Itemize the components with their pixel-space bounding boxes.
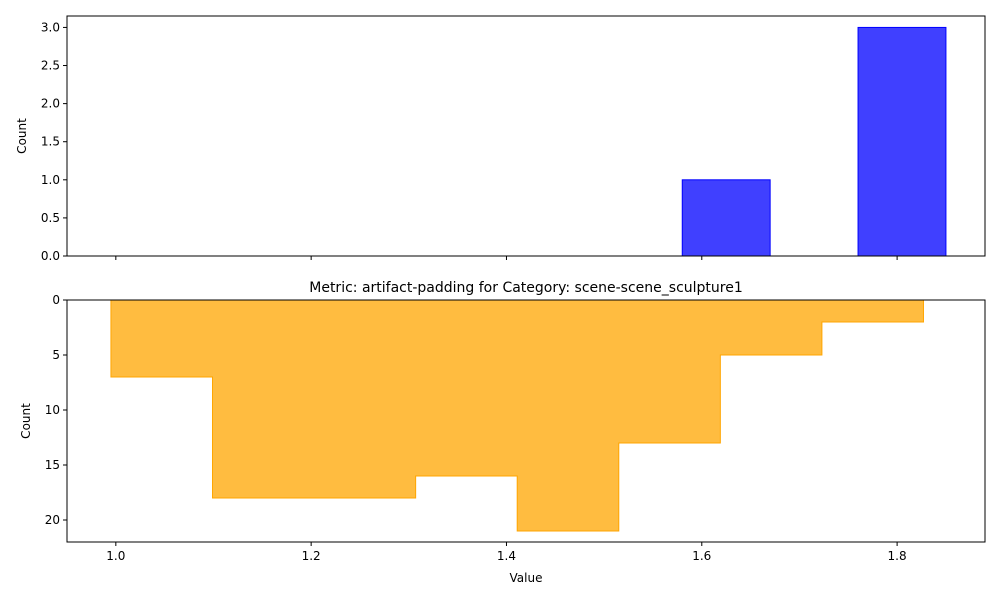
y-tick-label: 3.0	[41, 20, 60, 34]
x-tick-label: 1.2	[302, 549, 321, 563]
y-tick-label: 1.5	[41, 135, 60, 149]
x-tick-label: 1.8	[888, 549, 907, 563]
y-tick-label: 2.0	[41, 97, 60, 111]
bottom-x-axis-label: Value	[510, 571, 543, 585]
y-tick-label: 0	[52, 293, 60, 307]
histogram-bar	[681, 179, 771, 257]
bottom-x-axis-ticks: 1.0 1.2 1.4 1.6 1.8	[106, 542, 907, 563]
top-y-axis-ticks: 0.0 0.5 1.0 1.5 2.0 2.5 3.0	[41, 20, 67, 263]
y-tick-label: 15	[45, 458, 60, 472]
y-tick-label: 0.0	[41, 249, 60, 263]
histogram-bar	[857, 26, 947, 257]
x-tick-label: 1.4	[497, 549, 516, 563]
bottom-y-axis-label: Count	[19, 403, 33, 439]
y-tick-label: 2.5	[41, 59, 60, 73]
bottom-histogram-plot: Metric: artifact-padding for Category: s…	[19, 280, 986, 585]
y-tick-label: 20	[45, 513, 60, 527]
y-tick-label: 5	[52, 348, 60, 362]
bottom-y-axis-ticks: 0 5 10 15 20	[45, 293, 67, 527]
top-y-axis-label: Count	[15, 118, 29, 154]
y-tick-label: 10	[45, 403, 60, 417]
top-histogram-plot: 0.0 0.5 1.0 1.5 2.0 2.5 3.0 Count	[15, 15, 986, 263]
y-tick-label: 1.0	[41, 173, 60, 187]
top-plot-frame	[66, 15, 986, 257]
top-histogram-bars	[681, 26, 947, 257]
y-tick-label: 0.5	[41, 211, 60, 225]
top-x-axis-ticks	[115, 256, 898, 260]
bottom-histogram-area	[110, 299, 924, 532]
bottom-chart-title: Metric: artifact-padding for Category: s…	[309, 280, 743, 296]
x-tick-label: 1.6	[692, 549, 711, 563]
x-tick-label: 1.0	[106, 549, 125, 563]
bottom-plot-frame	[66, 299, 986, 543]
